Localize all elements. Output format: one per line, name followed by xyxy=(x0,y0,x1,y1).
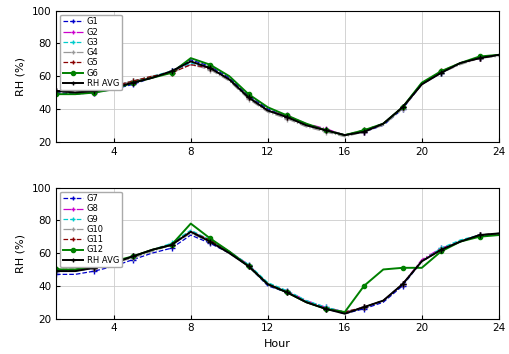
Y-axis label: RH (%): RH (%) xyxy=(16,57,26,96)
Y-axis label: RH (%): RH (%) xyxy=(16,234,26,273)
X-axis label: Hour: Hour xyxy=(264,339,291,349)
Legend: G7, G8, G9, G10, G11, G12, RH AVG: G7, G8, G9, G10, G11, G12, RH AVG xyxy=(60,192,122,267)
Legend: G1, G2, G3, G4, G5, G6, RH AVG: G1, G2, G3, G4, G5, G6, RH AVG xyxy=(60,15,122,90)
